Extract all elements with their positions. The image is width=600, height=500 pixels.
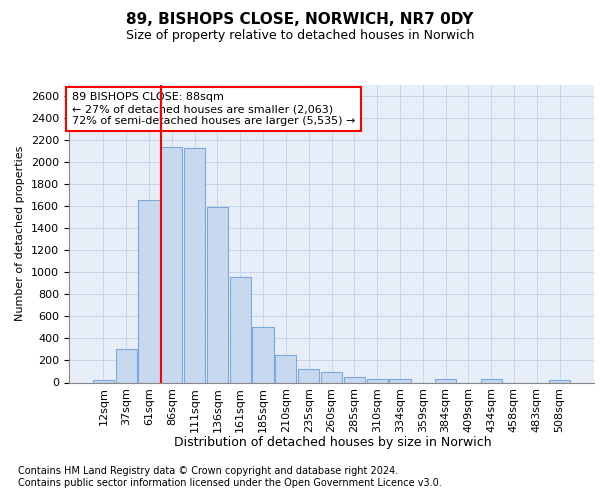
Text: 89 BISHOPS CLOSE: 88sqm
← 27% of detached houses are smaller (2,063)
72% of semi: 89 BISHOPS CLOSE: 88sqm ← 27% of detache… [71, 92, 355, 126]
Bar [161, 146, 182, 382]
Bar [230, 276, 251, 382]
Bar [321, 372, 342, 382]
Bar [389, 379, 410, 382]
Bar [93, 380, 114, 382]
Bar [344, 377, 365, 382]
Bar [207, 208, 228, 382]
Bar [549, 380, 570, 382]
Bar [298, 370, 319, 382]
Bar [481, 379, 502, 382]
Bar [116, 350, 137, 382]
Bar [253, 327, 274, 382]
Bar [435, 379, 456, 382]
Bar [184, 148, 205, 382]
Text: 89, BISHOPS CLOSE, NORWICH, NR7 0DY: 89, BISHOPS CLOSE, NORWICH, NR7 0DY [127, 12, 473, 28]
Text: Contains HM Land Registry data © Crown copyright and database right 2024.: Contains HM Land Registry data © Crown c… [18, 466, 398, 476]
Text: Size of property relative to detached houses in Norwich: Size of property relative to detached ho… [126, 29, 474, 42]
Text: Distribution of detached houses by size in Norwich: Distribution of detached houses by size … [174, 436, 492, 449]
Bar [275, 355, 296, 382]
Bar [367, 379, 388, 382]
Bar [139, 200, 160, 382]
Text: Contains public sector information licensed under the Open Government Licence v3: Contains public sector information licen… [18, 478, 442, 488]
Y-axis label: Number of detached properties: Number of detached properties [16, 146, 25, 322]
